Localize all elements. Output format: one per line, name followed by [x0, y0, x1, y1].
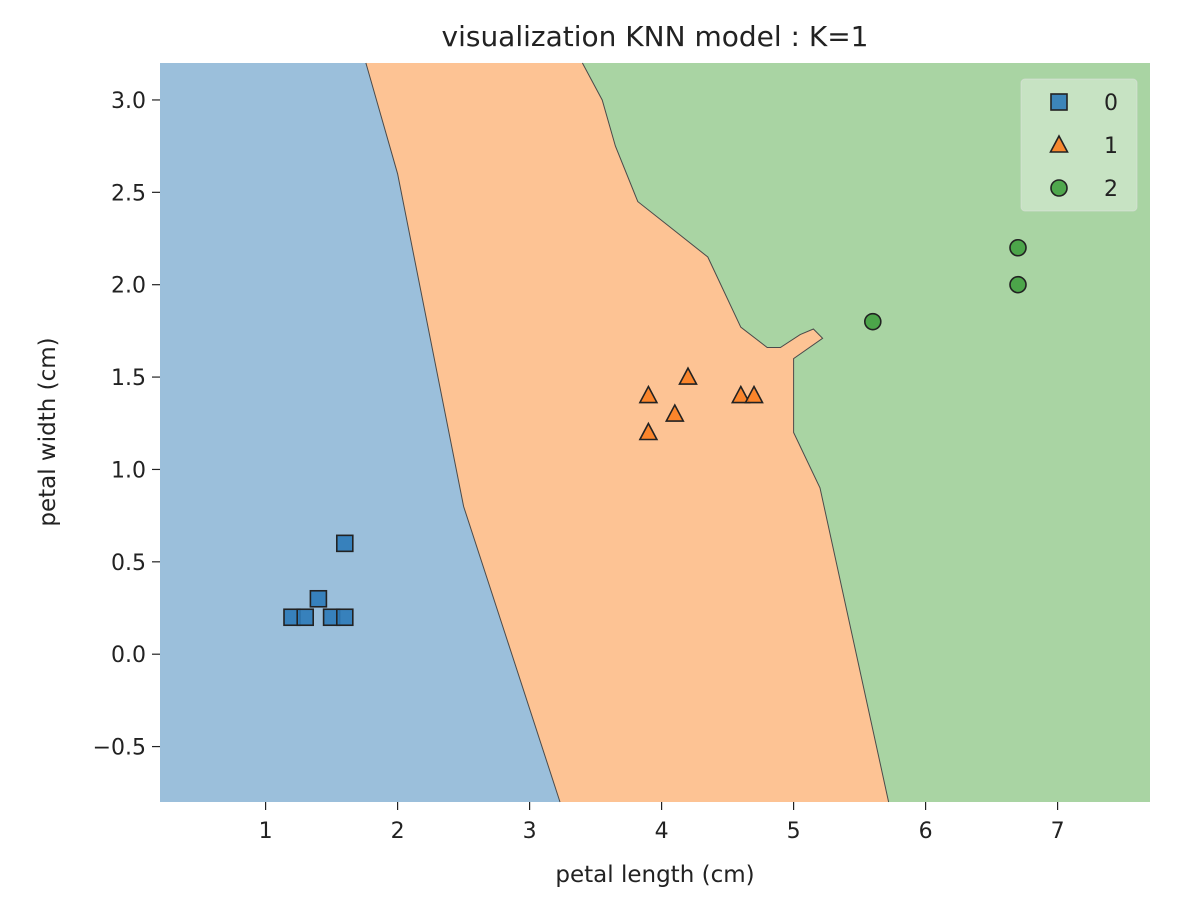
x-tick-label: 1 — [259, 819, 273, 844]
y-tick-label: 0.0 — [111, 643, 146, 668]
point-class-2-0 — [863, 312, 882, 331]
decision-boundaries — [365, 62, 890, 803]
point-class-0-5 — [335, 534, 354, 553]
point-class-1-0 — [638, 384, 659, 404]
y-tick-label: 0.5 — [111, 551, 146, 576]
point-class-1-1 — [638, 421, 659, 441]
point-class-1-2 — [664, 403, 685, 422]
region-class-0 — [160, 63, 560, 802]
point-class-1-5 — [744, 384, 764, 404]
decision-boundary-1 — [365, 62, 561, 803]
x-tick-label: 5 — [787, 819, 801, 844]
region-class-2 — [582, 63, 1150, 802]
point-class-2-2 — [1009, 238, 1027, 257]
point-class-1-4 — [730, 384, 751, 404]
plot-area — [160, 62, 1150, 803]
y-tick-label: 2.0 — [111, 274, 146, 299]
point-class-0-2 — [309, 589, 328, 608]
legend-marker-2 — [1050, 179, 1068, 197]
point-class-2-1 — [1009, 275, 1027, 294]
y-tick-label: 1.0 — [111, 458, 146, 483]
y-axis: −0.5 0.0 0.5 1.0 1.5 2.0 2.5 3.0 — [93, 89, 160, 761]
data-points — [283, 238, 1027, 627]
y-tick-label: 2.5 — [111, 181, 146, 206]
decision-boundary-2 — [581, 62, 890, 803]
point-class-1-3 — [678, 366, 698, 385]
region-class-1 — [365, 63, 889, 802]
legend-label-2: 2 — [1104, 177, 1118, 202]
x-tick-label: 4 — [655, 819, 669, 844]
legend-label-0: 0 — [1104, 91, 1118, 116]
point-class-0-1 — [296, 608, 315, 627]
legend-label-1: 1 — [1104, 134, 1118, 159]
y-tick-label: 1.5 — [111, 366, 146, 391]
y-axis-label: petal width (cm) — [35, 337, 61, 526]
x-tick-label: 6 — [919, 819, 933, 844]
x-axis: 1 2 3 4 5 6 7 — [259, 802, 1065, 844]
decision-regions — [160, 63, 1150, 802]
legend: 0 1 2 — [1020, 78, 1138, 212]
legend-marker-0 — [1050, 93, 1068, 111]
x-tick-label: 2 — [391, 819, 405, 844]
y-tick-label: 3.0 — [111, 89, 146, 114]
legend-box — [1020, 78, 1138, 212]
x-tick-label: 7 — [1051, 819, 1065, 844]
x-axis-label: petal length (cm) — [555, 862, 754, 888]
x-tick-label: 3 — [523, 819, 537, 844]
chart-title: visualization KNN model : K=1 — [442, 20, 869, 53]
y-tick-label: −0.5 — [93, 736, 146, 761]
point-class-0-4 — [335, 608, 354, 627]
legend-marker-1 — [1049, 134, 1069, 153]
